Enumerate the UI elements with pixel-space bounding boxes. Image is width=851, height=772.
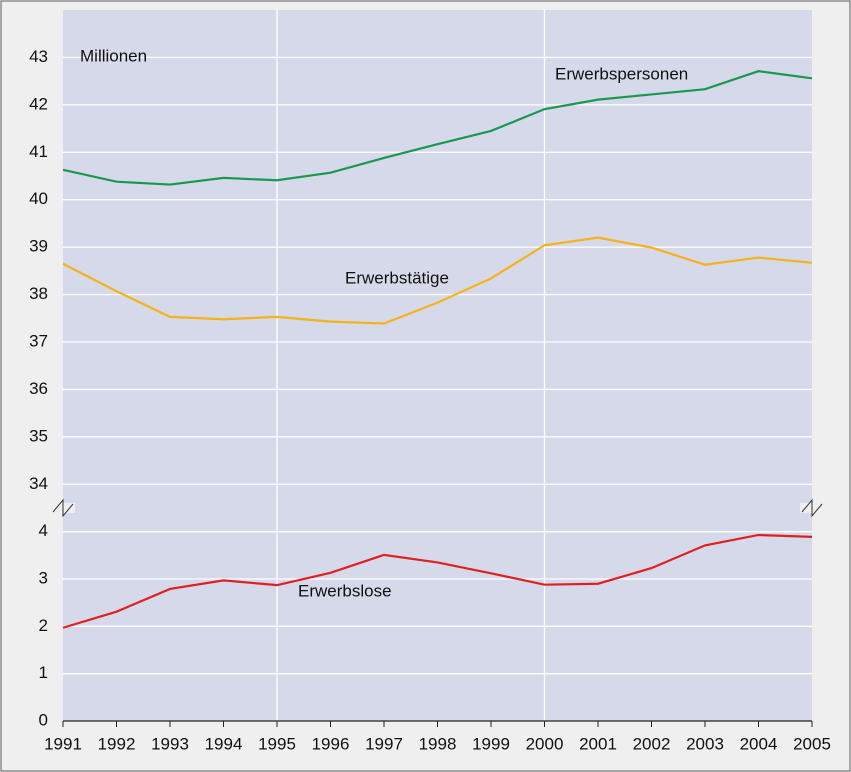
x-tick-label: 2001 <box>579 734 617 753</box>
x-tick-label: 1999 <box>472 734 510 753</box>
series-label: Erwerbspersonen <box>555 64 688 83</box>
x-tick-label: 1993 <box>151 734 189 753</box>
y-tick-label: 4 <box>39 521 48 540</box>
x-tick-label: 1996 <box>312 734 350 753</box>
y-tick-label: 38 <box>29 284 48 303</box>
x-tick-label: 2004 <box>740 734 778 753</box>
x-tick-label: 2005 <box>793 734 831 753</box>
y-tick-label: 1 <box>39 663 48 682</box>
x-tick-label: 1998 <box>419 734 457 753</box>
y-axis-label: Millionen <box>80 46 147 65</box>
x-tick-label: 1997 <box>365 734 403 753</box>
y-tick-label: 42 <box>29 94 48 113</box>
x-tick-label: 2000 <box>526 734 564 753</box>
y-tick-label: 36 <box>29 379 48 398</box>
y-tick-label: 40 <box>29 189 48 208</box>
x-tick-label: 1995 <box>258 734 296 753</box>
x-tick-label: 1994 <box>205 734 243 753</box>
y-tick-label: 2 <box>39 616 48 635</box>
y-tick-label: 3 <box>39 568 48 587</box>
series-label: Erwerbslose <box>298 581 392 600</box>
axis-break <box>801 498 823 518</box>
y-tick-label: 39 <box>29 237 48 256</box>
y-tick-label: 0 <box>39 710 48 729</box>
y-tick-label: 43 <box>29 47 48 66</box>
series-label: Erwerbstätige <box>345 268 449 287</box>
y-tick-label: 35 <box>29 426 48 445</box>
x-tick-label: 1992 <box>98 734 136 753</box>
line-series <box>62 236 813 325</box>
line-series <box>62 533 813 629</box>
plot-area <box>63 10 812 721</box>
grid <box>63 10 812 721</box>
y-tick-label: 37 <box>29 331 48 350</box>
y-tick-label: 41 <box>29 142 48 161</box>
lines <box>62 70 813 629</box>
y-tick-label: 34 <box>29 474 48 493</box>
x-tick-label: 1991 <box>44 734 82 753</box>
x-tick-label: 2002 <box>633 734 671 753</box>
x-tick-label: 2003 <box>686 734 724 753</box>
axis-break <box>52 498 74 518</box>
line-series <box>62 70 813 186</box>
